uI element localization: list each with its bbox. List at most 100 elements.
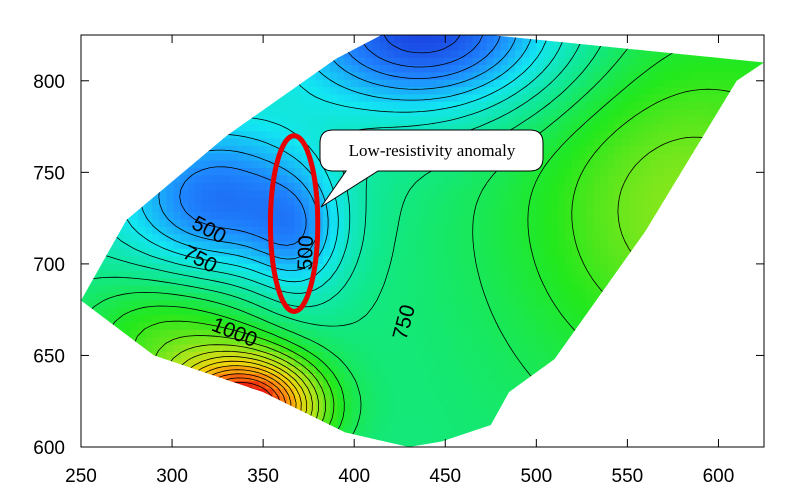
- raster-cell: [657, 204, 665, 213]
- raster-cell: [180, 417, 189, 426]
- raster-cell: [735, 130, 744, 139]
- raster-cell: [194, 204, 203, 213]
- raster-cell: [372, 86, 381, 95]
- raster-cell: [472, 307, 481, 316]
- raster-cell: [721, 285, 730, 294]
- raster-cell: [322, 417, 331, 426]
- raster-cell: [450, 388, 459, 397]
- raster-cell: [166, 277, 175, 286]
- raster-cell: [529, 336, 537, 345]
- raster-cell: [216, 86, 224, 95]
- raster-cell: [692, 115, 701, 124]
- raster-cell: [344, 402, 352, 411]
- raster-cell: [116, 101, 125, 110]
- raster-cell: [187, 233, 196, 242]
- raster-cell: [372, 285, 381, 294]
- raster-cell: [394, 174, 402, 183]
- raster-cell: [95, 57, 103, 66]
- raster-cell: [223, 424, 231, 433]
- raster-cell: [650, 64, 658, 73]
- raster-cell: [294, 145, 303, 154]
- raster-cell: [216, 351, 224, 360]
- raster-cell: [401, 380, 409, 389]
- raster-cell: [486, 314, 495, 323]
- raster-cell: [194, 152, 203, 161]
- raster-cell: [180, 336, 189, 345]
- raster-cell: [600, 108, 609, 117]
- raster-cell: [145, 174, 153, 183]
- raster-cell: [607, 93, 616, 102]
- raster-cell: [458, 329, 466, 338]
- raster-cell: [294, 432, 303, 441]
- raster-cell: [579, 307, 587, 316]
- raster-cell: [159, 270, 167, 279]
- raster-cell: [358, 226, 367, 235]
- raster-cell: [258, 299, 267, 308]
- raster-cell: [315, 64, 324, 73]
- raster-cell: [422, 218, 431, 227]
- raster-cell: [351, 64, 360, 73]
- raster-cell: [436, 263, 445, 272]
- raster-cell: [344, 351, 352, 360]
- raster-cell: [102, 138, 111, 146]
- raster-cell: [159, 79, 167, 88]
- raster-cell: [443, 432, 452, 441]
- raster-cell: [308, 108, 317, 117]
- raster-cell: [166, 226, 175, 235]
- raster-cell: [692, 336, 701, 345]
- raster-cell: [543, 93, 552, 102]
- raster-cell: [116, 130, 125, 139]
- raster-cell: [386, 64, 395, 73]
- raster-cell: [130, 285, 139, 294]
- raster-cell: [180, 292, 189, 301]
- raster-cell: [130, 71, 139, 80]
- raster-cell: [81, 432, 89, 441]
- raster-cell: [166, 402, 175, 411]
- raster-cell: [500, 373, 509, 382]
- raster-cell: [657, 336, 665, 345]
- raster-cell: [699, 71, 708, 80]
- raster-cell: [728, 123, 737, 132]
- raster-cell: [500, 189, 509, 198]
- raster-cell: [102, 204, 111, 213]
- raster-cell: [109, 196, 118, 205]
- raster-cell: [607, 424, 616, 433]
- raster-cell: [579, 71, 587, 80]
- raster-cell: [479, 432, 488, 441]
- raster-cell: [614, 299, 623, 308]
- raster-cell: [322, 285, 331, 294]
- raster-cell: [479, 64, 488, 73]
- raster-cell: [265, 439, 274, 447]
- raster-cell: [251, 410, 260, 419]
- raster-cell: [635, 64, 644, 73]
- raster-cell: [394, 196, 402, 205]
- raster-cell: [280, 218, 288, 227]
- raster-cell: [237, 321, 246, 330]
- raster-cell: [251, 255, 260, 264]
- raster-cell: [358, 255, 367, 264]
- raster-cell: [394, 336, 402, 345]
- raster-cell: [237, 152, 246, 161]
- raster-cell: [379, 86, 388, 95]
- raster-cell: [251, 358, 260, 367]
- raster-cell: [479, 380, 488, 389]
- raster-cell: [643, 182, 651, 191]
- raster-cell: [365, 101, 374, 110]
- raster-cell: [194, 108, 203, 117]
- raster-cell: [187, 108, 196, 117]
- raster-cell: [81, 174, 89, 183]
- raster-cell: [415, 277, 424, 286]
- raster-cell: [443, 344, 452, 352]
- raster-cell: [223, 160, 231, 169]
- raster-cell: [650, 314, 658, 323]
- raster-cell: [536, 79, 545, 88]
- raster-cell: [550, 277, 559, 286]
- raster-cell: [493, 410, 502, 419]
- raster-cell: [500, 366, 509, 375]
- raster-cell: [536, 108, 545, 117]
- raster-cell: [379, 439, 388, 447]
- raster-cell: [500, 395, 509, 404]
- raster-cell: [294, 285, 303, 294]
- raster-cell: [522, 299, 530, 308]
- raster-cell: [756, 218, 764, 227]
